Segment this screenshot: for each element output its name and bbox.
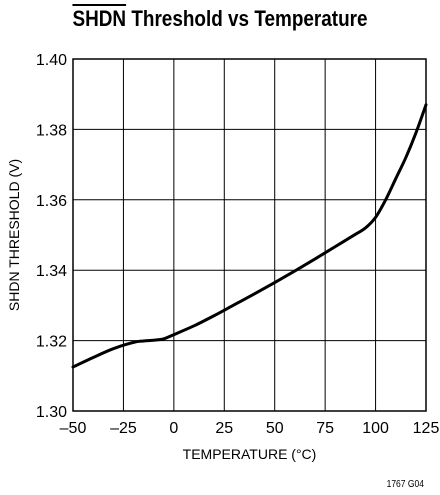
x-tick-label: 100 <box>362 420 389 437</box>
x-axis-label: TEMPERATURE (°C) <box>183 446 317 462</box>
x-tick-label: 0 <box>169 420 178 437</box>
x-tick-label: –25 <box>110 420 137 437</box>
y-tick-label: 1.34 <box>36 263 67 280</box>
y-tick-label: 1.38 <box>36 122 67 139</box>
x-tick-label: 25 <box>215 420 233 437</box>
chart-title: SHDN Threshold vs Temperature <box>31 6 409 32</box>
x-tick-label: 50 <box>266 420 284 437</box>
y-tick-label: 1.36 <box>36 193 67 210</box>
plot-frame <box>72 58 427 412</box>
y-tick-labels: 1.30 1.32 1.34 1.36 1.38 1.40 <box>36 52 67 421</box>
series-layer <box>71 103 428 369</box>
title-overbar-text: SHDN <box>72 6 127 31</box>
y-tick-label: 1.40 <box>36 52 67 69</box>
x-tick-label: 125 <box>413 420 440 437</box>
series-line <box>71 103 428 369</box>
title-rest-text: Threshold vs Temperature <box>126 6 368 31</box>
y-tick-label: 1.32 <box>36 334 67 351</box>
x-tick-labels: –50 –25 0 25 50 75 100 125 <box>60 420 440 437</box>
y-axis-label: SHDN THRESHOLD (V) <box>6 159 22 311</box>
x-tick-label: 75 <box>316 420 334 437</box>
frame-layer <box>72 58 427 412</box>
x-tick-label: –50 <box>60 420 87 437</box>
grid-layer <box>73 59 426 411</box>
y-tick-label: 1.30 <box>36 404 67 421</box>
figure-code: 1767 G04 <box>386 479 424 490</box>
